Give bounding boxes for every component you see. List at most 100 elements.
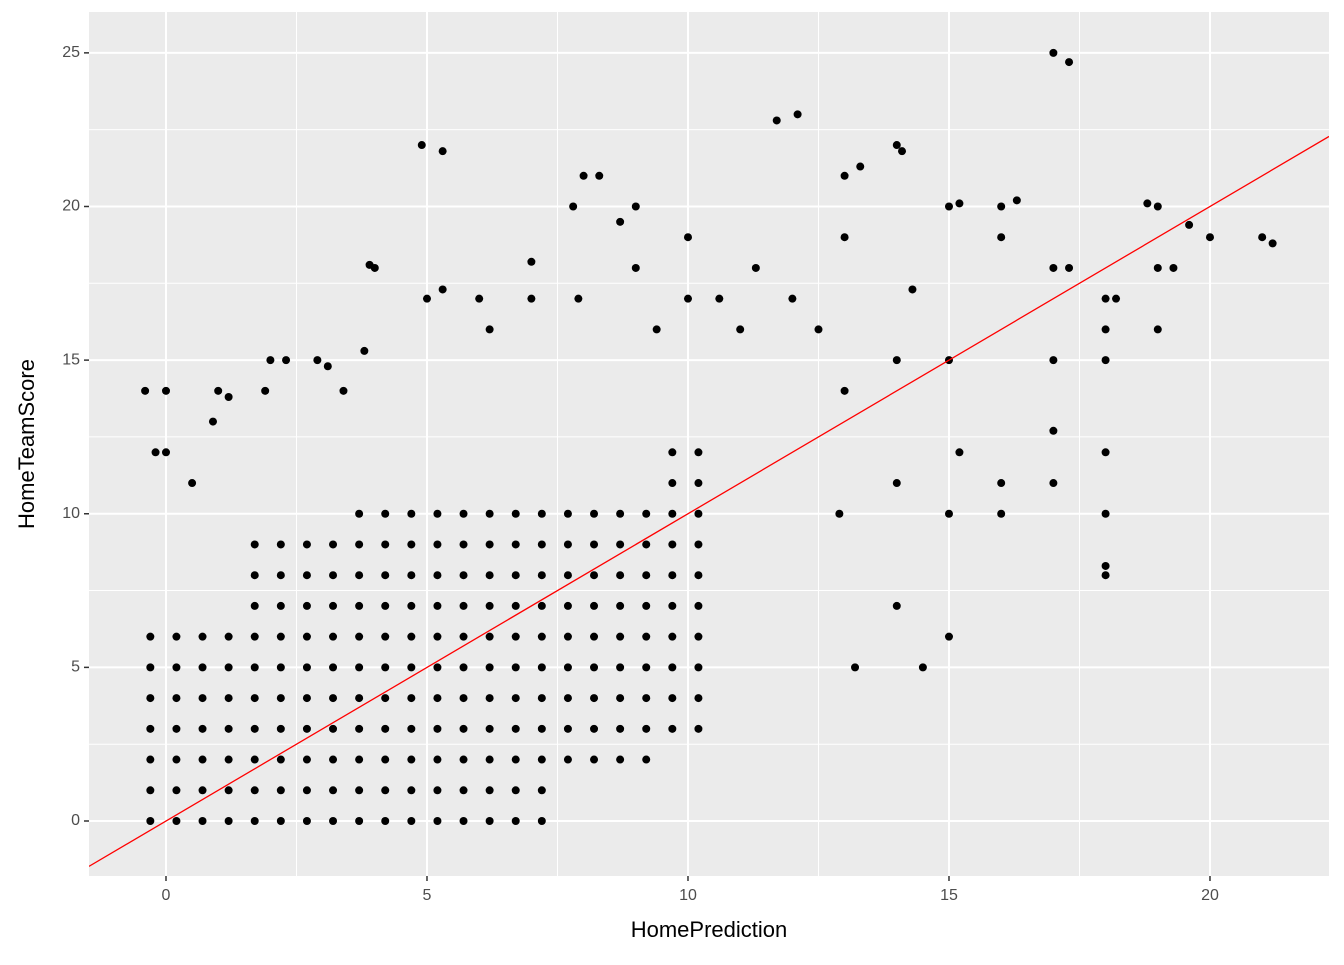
point <box>407 632 416 641</box>
point <box>459 632 468 641</box>
point <box>1205 233 1214 242</box>
grid <box>89 12 1329 876</box>
point <box>302 540 311 549</box>
point <box>1153 325 1162 334</box>
point <box>574 294 583 303</box>
point <box>224 724 233 733</box>
point <box>407 571 416 580</box>
point <box>1101 571 1110 580</box>
point <box>141 386 150 395</box>
point <box>840 386 849 395</box>
point <box>485 325 494 334</box>
point <box>616 632 625 641</box>
point <box>668 509 677 518</box>
point <box>898 147 907 156</box>
point <box>355 571 364 580</box>
point <box>417 141 426 150</box>
point <box>563 571 572 580</box>
point <box>433 540 442 549</box>
point <box>1012 196 1021 205</box>
point <box>511 755 520 764</box>
point <box>694 694 703 703</box>
point <box>590 755 599 764</box>
point <box>224 755 233 764</box>
point <box>537 601 546 610</box>
point <box>433 817 442 826</box>
point <box>407 817 416 826</box>
point <box>302 724 311 733</box>
point <box>537 663 546 672</box>
point <box>438 147 447 156</box>
point <box>1065 263 1074 272</box>
point <box>616 663 625 672</box>
point <box>329 694 338 703</box>
point <box>1049 426 1058 435</box>
y-tick-label: 20 <box>62 198 80 215</box>
point <box>1185 220 1194 229</box>
point <box>407 601 416 610</box>
point <box>224 786 233 795</box>
point <box>642 663 651 672</box>
point <box>485 663 494 672</box>
reference-line <box>89 135 1329 867</box>
point <box>814 325 823 334</box>
point <box>459 694 468 703</box>
point <box>198 694 207 703</box>
point <box>355 509 364 518</box>
point <box>146 663 155 672</box>
point <box>955 199 964 208</box>
y-tick-label: 15 <box>62 351 80 368</box>
point <box>563 724 572 733</box>
x-tick-label: 10 <box>679 887 697 904</box>
point <box>329 540 338 549</box>
point <box>224 817 233 826</box>
point <box>616 694 625 703</box>
point <box>459 571 468 580</box>
point <box>329 755 338 764</box>
point <box>302 632 311 641</box>
point <box>590 724 599 733</box>
point <box>511 724 520 733</box>
point <box>459 724 468 733</box>
point <box>694 479 703 488</box>
point <box>250 663 259 672</box>
point <box>459 817 468 826</box>
point <box>459 755 468 764</box>
x-tick-label: 15 <box>940 887 958 904</box>
point <box>997 202 1006 211</box>
y-tick-label: 10 <box>62 505 80 522</box>
point <box>1101 509 1110 518</box>
point <box>381 817 390 826</box>
point <box>459 509 468 518</box>
point <box>616 509 625 518</box>
point <box>1049 48 1058 57</box>
point <box>537 694 546 703</box>
point <box>422 294 431 303</box>
point <box>329 663 338 672</box>
point <box>793 110 802 119</box>
point <box>616 217 625 226</box>
y-tick-label: 25 <box>62 44 80 61</box>
point <box>214 386 223 395</box>
point <box>381 786 390 795</box>
point <box>563 509 572 518</box>
point <box>276 540 285 549</box>
point <box>1112 294 1121 303</box>
point <box>276 632 285 641</box>
point <box>537 540 546 549</box>
point <box>407 724 416 733</box>
point <box>381 755 390 764</box>
point <box>250 571 259 580</box>
point <box>788 294 797 303</box>
point <box>668 632 677 641</box>
point <box>360 346 369 355</box>
point <box>407 509 416 518</box>
point <box>276 755 285 764</box>
point <box>355 724 364 733</box>
point <box>1049 356 1058 365</box>
point <box>433 694 442 703</box>
point <box>250 755 259 764</box>
point <box>459 786 468 795</box>
point <box>642 755 651 764</box>
point <box>1101 448 1110 457</box>
